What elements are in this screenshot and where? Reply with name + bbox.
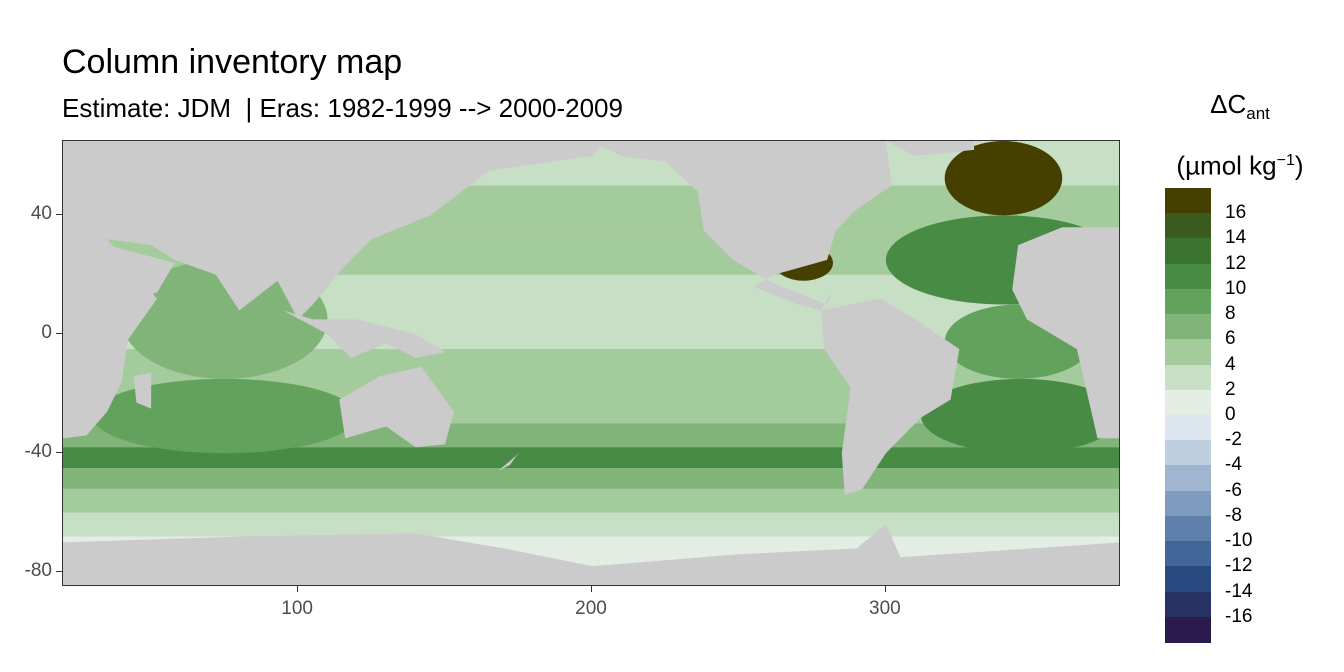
legend-label: 4 (1225, 353, 1236, 375)
land-madagascar (133, 372, 152, 409)
legend-label: -2 (1225, 429, 1242, 451)
zonal-band-9 (63, 468, 1119, 489)
legend-swatch (1165, 339, 1211, 366)
land-south-america (821, 298, 960, 495)
legend-swatch (1165, 314, 1211, 341)
y-tick-label: -40 (24, 441, 52, 463)
legend-label: 12 (1225, 252, 1247, 274)
land-australia (339, 366, 454, 448)
legend-label: -14 (1225, 580, 1253, 602)
y-tick-label: 40 (30, 203, 52, 225)
legend-label: 6 (1225, 328, 1236, 350)
legend-label: -10 (1225, 530, 1253, 552)
legend-swatch (1165, 566, 1211, 593)
y-tick-mark (56, 333, 62, 335)
land-africa-east (1012, 227, 1119, 439)
y-tick-label: 0 (41, 322, 52, 344)
x-tick-label: 200 (575, 598, 607, 619)
land-greenland (885, 141, 975, 156)
legend-label: 8 (1225, 303, 1236, 325)
legend-swatch (1165, 515, 1211, 542)
legend-title-subscript: ant (1246, 104, 1270, 124)
land-europe-asia (63, 141, 607, 320)
legend-swatch (1165, 364, 1211, 391)
legend-title-main: ΔC (1210, 89, 1247, 119)
land-southeast-asia (283, 310, 446, 359)
x-tick-label: 300 (869, 598, 901, 619)
legend-swatch (1165, 440, 1211, 467)
legend-label: 0 (1225, 404, 1236, 425)
region-6 (121, 259, 328, 379)
legend-swatch (1165, 490, 1211, 517)
legend-title: ΔCant (µmol kg−1) (1160, 84, 1320, 193)
legend-unit-close: ) (1294, 150, 1304, 181)
legend-label: -8 (1225, 504, 1242, 526)
legend-swatch (1165, 263, 1211, 290)
legend-swatch (1165, 238, 1211, 265)
chart-subtitle: Estimate: JDM | Eras: 1982-1999 --> 2000… (62, 93, 623, 123)
zonal-band-11 (63, 512, 1119, 537)
zonal-band-10 (63, 488, 1119, 513)
chart-title: Column inventory map (62, 43, 403, 81)
y-tick-mark (56, 452, 62, 454)
x-tick-mark (591, 586, 592, 592)
region-4 (921, 378, 1119, 454)
legend-swatch (1165, 213, 1211, 240)
y-tick-label: -80 (24, 560, 52, 582)
legend-swatch (1165, 616, 1211, 643)
y-tick-mark (56, 571, 62, 573)
legend-label: -6 (1225, 479, 1242, 501)
ocean-inventory-map (63, 141, 1119, 585)
land-north-america (592, 141, 892, 311)
legend-label: -4 (1225, 454, 1242, 476)
x-tick-label: 100 (281, 598, 313, 619)
land-antarctica (63, 524, 1119, 585)
legend-swatch (1165, 465, 1211, 492)
legend-unit-exponent: −1 (1276, 152, 1295, 170)
legend-label: 2 (1225, 378, 1236, 400)
x-tick-mark (297, 586, 299, 592)
region-0 (944, 141, 1063, 216)
legend-label: 10 (1225, 277, 1247, 299)
legend-colorbar (1165, 188, 1211, 643)
legend-swatch (1165, 288, 1211, 315)
legend-swatch (1165, 389, 1211, 416)
legend-swatch (1165, 591, 1211, 618)
legend-unit: (µmol kg (1176, 150, 1277, 181)
y-tick-mark (56, 214, 62, 216)
legend-swatch (1165, 188, 1211, 214)
legend-label: 16 (1225, 202, 1247, 224)
region-5 (92, 378, 357, 454)
x-tick-mark (884, 586, 886, 592)
legend-swatch (1165, 541, 1211, 568)
legend-label: -16 (1225, 605, 1253, 627)
map-panel (62, 140, 1120, 586)
legend-label: 14 (1225, 227, 1247, 249)
legend-label: -12 (1225, 555, 1253, 577)
legend-swatch (1165, 415, 1211, 441)
